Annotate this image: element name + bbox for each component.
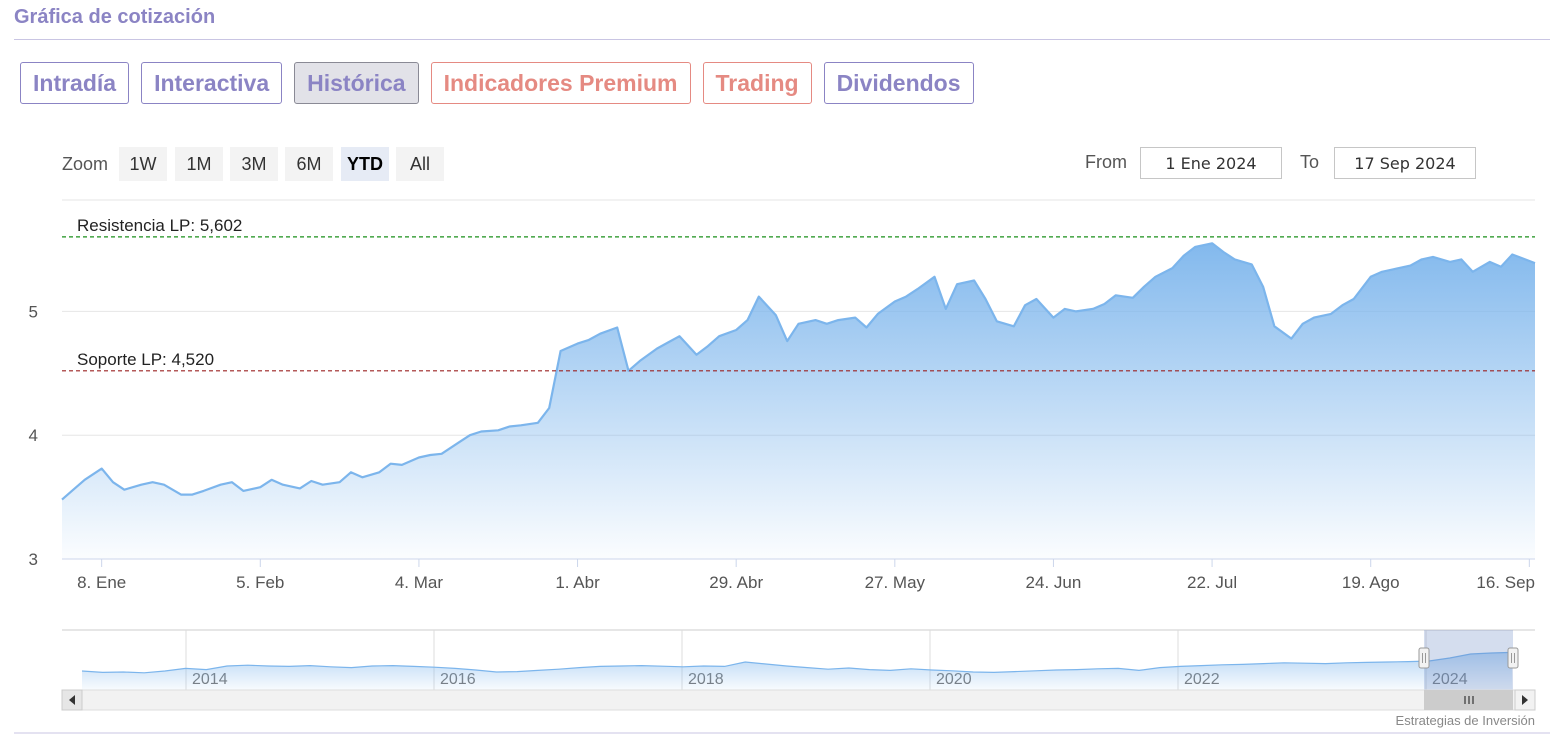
resistance-label: Resistencia LP: 5,602 <box>77 216 242 235</box>
price-area-fill <box>62 243 1535 560</box>
tab-historica[interactable]: Histórica <box>294 62 419 104</box>
x-tick-label: 4. Mar <box>395 573 444 592</box>
navigator-left-handle[interactable] <box>1418 647 1430 669</box>
navigator-year-label: 2018 <box>688 671 724 688</box>
navigator-right-handle[interactable] <box>1507 647 1519 669</box>
navigator-area-fill <box>82 652 1512 690</box>
zoom-label: Zoom <box>62 154 109 174</box>
x-tick-label: 16. Sep <box>1476 573 1535 592</box>
zoom-button-all[interactable]: All <box>396 147 444 181</box>
chevron-right-icon <box>1522 695 1528 705</box>
to-date-input[interactable]: 17 Sep 2024 <box>1334 147 1476 179</box>
x-tick-label: 24. Jun <box>1026 573 1082 592</box>
x-tick-label: 8. Ene <box>77 573 126 592</box>
zoom-button-3m[interactable]: 3M <box>230 147 278 181</box>
y-tick-label: 5 <box>29 302 38 321</box>
price-series-line <box>61 242 1536 501</box>
x-tick-label: 29. Abr <box>709 573 763 592</box>
from-date-input[interactable]: 1 Ene 2024 <box>1140 147 1282 179</box>
support-label: Soporte LP: 4,520 <box>77 350 214 369</box>
to-label: To <box>1300 152 1320 172</box>
chevron-left-icon <box>69 695 75 705</box>
zoom-button-ytd[interactable]: YTD <box>341 147 389 181</box>
navigator-selected-range <box>1424 630 1513 690</box>
page-title: Gráfica de cotización <box>14 6 216 28</box>
tab-indicadores-premium[interactable]: Indicadores Premium <box>430 62 691 104</box>
tab-intradia[interactable]: Intradía <box>20 62 130 104</box>
tab-trading[interactable]: Trading <box>702 62 812 104</box>
scrollbar-track[interactable] <box>61 689 1536 711</box>
x-tick-label: 27. May <box>865 573 926 592</box>
scrollbar-right-arrow-button[interactable] <box>1514 689 1536 711</box>
scrollbar-left-arrow-button[interactable] <box>61 689 83 711</box>
navigator-year-label: 2020 <box>936 671 972 688</box>
zoom-button-1m[interactable]: 1M <box>175 147 223 181</box>
chart-type-tabs: Intradía Interactiva Histórica Indicador… <box>20 62 974 104</box>
navigator-year-label: 2016 <box>440 671 476 688</box>
y-tick-label: 4 <box>29 426 38 445</box>
x-tick-label: 19. Ago <box>1342 573 1400 592</box>
header-divider <box>14 39 1550 40</box>
zoom-button-1w[interactable]: 1W <box>119 147 167 181</box>
scrollbar-thumb[interactable] <box>1424 690 1513 710</box>
from-label: From <box>1085 152 1127 172</box>
navigator-year-label: 2024 <box>1432 671 1468 688</box>
x-tick-label: 22. Jul <box>1187 573 1237 592</box>
navigator-year-label: 2022 <box>1184 671 1220 688</box>
chart-credits: Estrategias de Inversión <box>1395 713 1535 728</box>
x-tick-label: 5. Feb <box>236 573 284 592</box>
navigator-series-line <box>81 651 1513 674</box>
tab-interactiva[interactable]: Interactiva <box>141 62 283 104</box>
y-tick-label: 3 <box>29 550 38 569</box>
x-tick-label: 1. Abr <box>555 573 600 592</box>
navigator-year-label: 2014 <box>192 671 228 688</box>
zoom-button-6m[interactable]: 6M <box>285 147 333 181</box>
tab-dividendos[interactable]: Dividendos <box>823 62 974 104</box>
